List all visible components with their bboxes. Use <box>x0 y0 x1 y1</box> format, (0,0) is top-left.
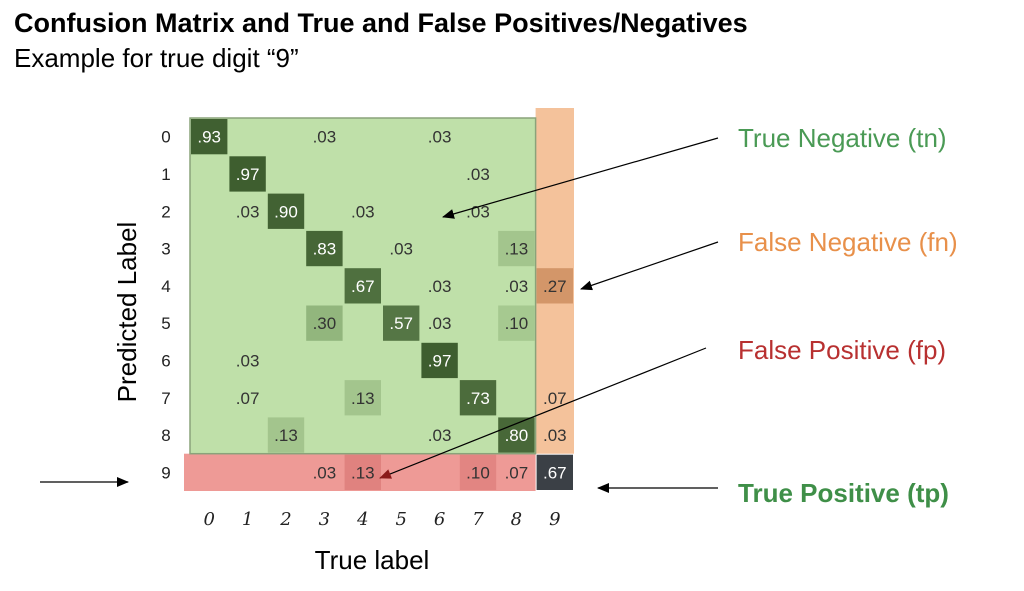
false-positive-annotation: False Positive (fp) <box>738 335 946 365</box>
y-tick-label: 2 <box>161 202 170 221</box>
y-tick-label: 1 <box>161 165 170 184</box>
true-positive-annotation: True Positive (tp) <box>738 478 949 508</box>
cell-value-label: .73 <box>466 389 490 408</box>
matrix-cell <box>306 230 343 267</box>
cell-value-label: .13 <box>351 389 375 408</box>
chart-subtitle: Example for true digit “9” <box>14 43 299 73</box>
cell-value-label: .57 <box>389 314 413 333</box>
y-axis-label: Predicted Label <box>112 222 142 403</box>
cell-value-label: .03 <box>313 128 337 147</box>
x-tick-label: 1 <box>242 509 253 530</box>
matrix-cell <box>421 342 458 379</box>
matrix-cell <box>536 454 573 490</box>
cell-value-label: .03 <box>428 426 452 445</box>
cell-value-label: .03 <box>313 463 337 482</box>
cell-value-label: .13 <box>274 426 298 445</box>
cell-value-label: .80 <box>505 426 529 445</box>
cell-value-label: .03 <box>236 202 260 221</box>
cell-value-label: .03 <box>428 277 452 296</box>
y-tick-label: 8 <box>161 426 170 445</box>
x-tick-label: 4 <box>356 509 368 530</box>
matrix-cell <box>306 305 343 341</box>
cell-value-label: .07 <box>236 389 260 408</box>
true-negative-arrow <box>442 137 719 219</box>
x-tick-label: 8 <box>511 509 522 530</box>
x-tick-label: 2 <box>279 509 291 530</box>
cell-value-label: .10 <box>466 463 490 482</box>
x-tick-label: 9 <box>549 509 560 530</box>
matrix-cell <box>459 454 497 490</box>
chart-title: Confusion Matrix and True and False Posi… <box>14 8 748 38</box>
cell-value-label: .03 <box>236 351 260 370</box>
matrix-cell <box>267 193 305 229</box>
cell-value-label: .13 <box>505 240 529 259</box>
y-tick-label: 0 <box>161 128 170 147</box>
x-tick-labels: 0 1 2 3 4 5 6 7 8 9 <box>203 509 560 530</box>
x-tick-label: 5 <box>395 509 406 530</box>
cell-value-label: .10 <box>505 314 529 333</box>
cell-value-label: .67 <box>351 277 375 296</box>
y-tick-label: 3 <box>161 240 170 259</box>
x-tick-label: 0 <box>203 509 214 530</box>
false-negative-arrow <box>580 241 719 291</box>
cell-value-label: .27 <box>543 277 567 296</box>
matrix-cell <box>536 268 573 304</box>
cell-value-label: .83 <box>313 240 337 259</box>
matrix-cell <box>344 268 381 304</box>
y-tick-label: 4 <box>161 277 170 296</box>
cell-value-label: .93 <box>197 128 221 147</box>
false-positive-arrow <box>379 347 707 479</box>
true-negative-region-border <box>189 117 537 455</box>
y-tick-label: 5 <box>161 314 170 333</box>
cell-value-label: .30 <box>313 314 337 333</box>
matrix-cell <box>344 380 381 416</box>
matrix-cell <box>344 454 381 490</box>
cell-value-label: .03 <box>351 202 375 221</box>
cell-value-label: .67 <box>543 463 567 482</box>
cell-value-label: .07 <box>543 389 567 408</box>
cell-value-label: .97 <box>428 351 452 370</box>
cell-value-label: .03 <box>466 165 490 184</box>
x-axis-label: True label <box>315 545 430 575</box>
cell-value-label: .03 <box>543 426 567 445</box>
matrix-cell <box>267 417 305 453</box>
cell-value-label: .03 <box>428 128 452 147</box>
true-negative-annotation: True Negative (tn) <box>738 123 947 153</box>
x-tick-label: 6 <box>434 509 445 530</box>
x-tick-label: 3 <box>319 509 330 530</box>
y-tick-label: 7 <box>161 389 170 408</box>
cell-value-label: .03 <box>428 314 452 333</box>
false-negative-annotation: False Negative (fn) <box>738 227 958 257</box>
false-positive-region <box>184 453 536 491</box>
matrix-cell <box>498 230 535 267</box>
cell-value-label: .90 <box>274 202 298 221</box>
y-tick-label: 6 <box>161 351 170 370</box>
matrix-cell <box>498 305 535 341</box>
cell-value-label: .97 <box>236 165 260 184</box>
matrix-cell <box>459 380 497 416</box>
matrix-cells: .93 .03 .03 .97 .03 .03 .90 .03 .03 .83 .03 .13 .67.… <box>191 119 573 490</box>
cell-value-label: .07 <box>505 463 529 482</box>
x-tick-label: 7 <box>472 509 484 530</box>
y-tick-label: 9 <box>161 463 170 482</box>
cell-value-label: .03 <box>466 202 490 221</box>
matrix-cell <box>383 305 420 341</box>
cell-value-label: .03 <box>389 240 413 259</box>
matrix-cell <box>229 156 266 192</box>
cell-value-label: .13 <box>351 463 375 482</box>
y-tick-labels: 0 1 2 3 4 5 6 7 8 9 <box>161 128 170 483</box>
matrix-cell <box>191 119 228 155</box>
cell-value-label: .03 <box>505 277 529 296</box>
